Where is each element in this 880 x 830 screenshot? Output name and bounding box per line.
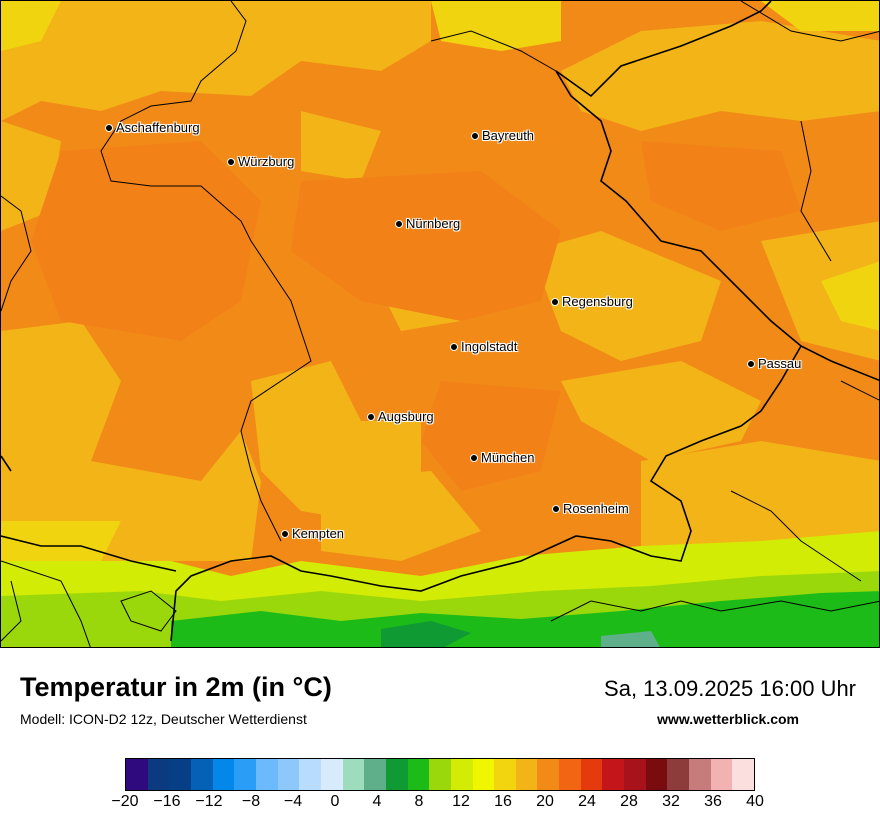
field-warm-zones [1, 1, 879, 561]
legend-tick-label: −4 [283, 793, 303, 810]
field-yellow-patches [1, 1, 879, 571]
city-label: Augsburg [378, 409, 434, 424]
city-dot-icon [281, 529, 289, 538]
legend-tick-label: 8 [414, 793, 424, 810]
city-marker: Aschaffenburg [105, 120, 200, 135]
legend-color-swatch [624, 759, 646, 790]
alpine-band-green [171, 591, 879, 647]
legend-tick-label: 36 [704, 793, 722, 810]
map-borders [1, 1, 879, 647]
legend-tick-label: 20 [536, 793, 554, 810]
legend-color-swatch [494, 759, 516, 790]
legend-color-swatch [126, 759, 148, 790]
legend-color-swatch [169, 759, 191, 790]
city-marker: Passau [747, 356, 801, 371]
city-label: Würzburg [238, 154, 295, 169]
color-scale-legend [125, 758, 755, 791]
alpine-lake [601, 631, 660, 647]
color-scale-ticks: −20 −16 −12 −8 −4 0 4 8 12 16 20 24 28 32 36 40 [111, 793, 763, 823]
city-label: Bayreuth [482, 128, 535, 143]
legend-tick-label: −8 [241, 793, 261, 810]
city-marker: Regensburg [551, 294, 633, 309]
legend-tick-label: −16 [153, 793, 181, 810]
legend-color-swatch [277, 759, 300, 790]
city-dot-icon [747, 359, 755, 368]
map-title: Temperatur in 2m (in °C) [20, 672, 332, 702]
legend-color-swatch [602, 759, 625, 790]
legend-tick-label: 24 [578, 793, 596, 810]
legend-tick-label: 16 [494, 793, 512, 810]
city-dot-icon [470, 453, 478, 462]
city-dot-icon [227, 157, 235, 166]
legend-tick-label: 4 [372, 793, 382, 810]
legend-color-swatch [515, 759, 538, 790]
city-dot-icon [105, 123, 113, 132]
legend-color-swatch [212, 759, 235, 790]
legend-color-swatch [255, 759, 278, 790]
legend-color-swatch [732, 759, 755, 790]
valid-datetime: Sa, 13.09.2025 16:00 Uhr [604, 676, 856, 701]
legend-color-swatch [580, 759, 603, 790]
legend-color-swatch [667, 759, 690, 790]
city-label: Aschaffenburg [116, 120, 200, 135]
legend-color-swatch [537, 759, 560, 790]
city-label: Regensburg [562, 294, 633, 309]
city-marker: Bayreuth [471, 128, 534, 143]
legend-color-swatch [147, 759, 170, 790]
city-dot-icon [551, 297, 559, 306]
city-label: Kempten [292, 526, 345, 541]
city-dot-icon [450, 342, 458, 351]
city-label: Passau [758, 356, 802, 371]
city-dot-icon [395, 219, 403, 228]
city-label: Rosenheim [563, 501, 629, 516]
city-label: München [481, 450, 535, 465]
city-marker: Würzburg [227, 154, 294, 169]
city-dot-icon [367, 412, 375, 421]
legend-color-swatch [190, 759, 213, 790]
field-hot-zones [31, 141, 801, 491]
legend-color-swatch [645, 759, 668, 790]
temperature-field [1, 1, 879, 647]
legend-tick-label: 0 [330, 793, 340, 810]
legend-color-swatch [429, 759, 451, 790]
legend-color-swatch [320, 759, 343, 790]
legend-color-swatch [342, 759, 365, 790]
legend-tick-label: −12 [195, 793, 223, 810]
city-marker: Ingolstadt [450, 339, 517, 354]
city-marker: Kempten [281, 526, 344, 541]
legend-tick-label: 28 [620, 793, 638, 810]
legend-color-swatch [689, 759, 711, 790]
city-marker: Nürnberg [395, 216, 460, 231]
legend-color-swatch [234, 759, 256, 790]
website-link[interactable]: www.wetterblick.com [657, 711, 799, 727]
legend-color-swatch [299, 759, 321, 790]
city-marker: Rosenheim [552, 501, 629, 516]
legend-color-swatch [710, 759, 733, 790]
city-label: Nürnberg [406, 216, 461, 231]
city-dot-icon [552, 504, 560, 513]
alpine-cold-core [381, 621, 471, 647]
legend-color-swatch [385, 759, 408, 790]
legend-color-swatch [559, 759, 581, 790]
legend-color-swatch [450, 759, 473, 790]
legend-tick-label: 40 [746, 793, 764, 810]
legend-color-swatch [472, 759, 495, 790]
city-marker: München [470, 450, 534, 465]
legend-tick-label: 12 [452, 793, 470, 810]
city-label: Ingolstadt [461, 339, 518, 354]
model-source: Modell: ICON-D2 12z, Deutscher Wetterdie… [20, 711, 307, 727]
legend-tick-label: 32 [662, 793, 680, 810]
legend-color-swatch [407, 759, 430, 790]
city-dot-icon [471, 131, 479, 140]
legend-color-swatch [364, 759, 386, 790]
city-marker: Augsburg [367, 409, 434, 424]
legend-tick-label: −20 [111, 793, 139, 810]
temperature-map: Aschaffenburg Würzburg Bayreuth Nürnberg Reg… [0, 0, 880, 648]
